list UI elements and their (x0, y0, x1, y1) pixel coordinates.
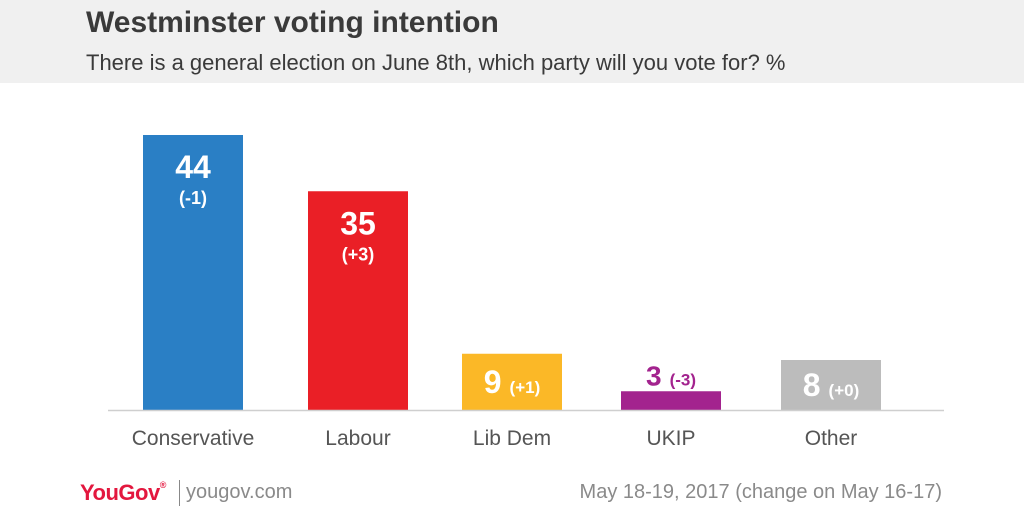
x-tick-label: Conservative (132, 427, 255, 450)
bar-value-label: 3 (-3) (646, 360, 696, 391)
bar-value-label: 9 (+1) (484, 364, 541, 400)
chart-header: Westminster voting intention There is a … (0, 0, 1024, 83)
bar-labour (308, 191, 408, 410)
bar-chart: 44 (-1) Conservative 35 (+3) Labour 9 (+1) Lib D… (108, 135, 944, 450)
chart-subtitle: There is a general election on June 8th,… (86, 50, 786, 75)
x-tick-label: Other (805, 427, 858, 450)
bar-value-label: 8 (+0) (803, 367, 860, 403)
x-tick-label: UKIP (646, 427, 695, 450)
bar-other (781, 360, 881, 410)
bar-ukip (621, 391, 721, 410)
x-tick-label: Lib Dem (473, 427, 551, 450)
bar-change-label: (+3) (342, 244, 375, 264)
footer-date: May 18-19, 2017 (change on May 16-17) (579, 481, 942, 503)
x-tick-label: Labour (325, 427, 390, 450)
bar-lib-dem (462, 353, 562, 410)
bar-conservative (143, 135, 243, 410)
bar-value-label: 44 (175, 149, 211, 185)
bar-value-label: 35 (340, 205, 376, 241)
footer-divider (179, 480, 180, 506)
footer-url-link[interactable]: yougov.com (186, 481, 293, 503)
yougov-logo[interactable]: YouGov® (80, 480, 166, 505)
chart-title: Westminster voting intention (86, 6, 499, 39)
bar-change-label: (-1) (179, 188, 207, 208)
